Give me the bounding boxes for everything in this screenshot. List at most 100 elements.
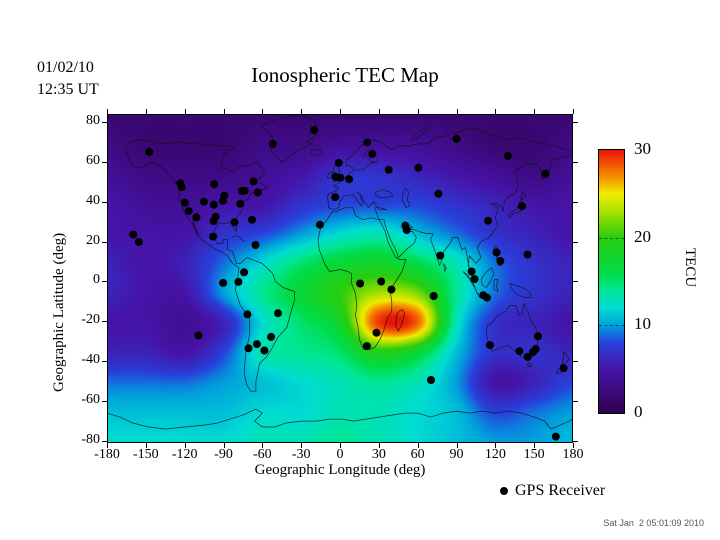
gps-receiver-marker — [184, 207, 193, 216]
gps-receiver-marker — [274, 309, 282, 318]
gps-receiver-marker — [496, 257, 505, 265]
coastline — [326, 127, 573, 280]
x-axis-label: Geographic Longitude (deg) — [254, 462, 426, 478]
coastline — [509, 283, 532, 298]
gps-receiver-marker — [252, 340, 261, 349]
gps-receiver-dot-icon — [500, 487, 508, 496]
gps-receiver-marker — [484, 216, 492, 225]
colorbar-unit-label: TECU — [682, 248, 698, 288]
y-tick-label: -20 — [81, 312, 100, 328]
coastline — [562, 351, 570, 364]
colorbar-tick-line — [599, 237, 624, 239]
x-tick-label: 0 — [336, 447, 344, 462]
gps-receiver-marker — [372, 328, 381, 337]
x-tick-label: -150 — [132, 447, 159, 462]
gps-receiver-marker — [209, 232, 218, 241]
x-tick-label: 150 — [523, 447, 545, 462]
gps-receiver-marker — [523, 352, 532, 361]
gps-receiver-marker — [429, 292, 438, 300]
gps-receiver-marker — [260, 346, 269, 355]
plot-frame — [107, 114, 573, 443]
gps-receiver-marker — [145, 147, 154, 156]
x-tick-label: 180 — [562, 447, 584, 462]
legend-label: GPS Receiver — [515, 482, 606, 499]
gps-receiver-marker — [236, 199, 245, 208]
x-tick-label: -180 — [94, 447, 120, 462]
y-tick-label: -60 — [81, 392, 100, 408]
coastline — [443, 263, 447, 272]
gps-receiver-marker — [483, 293, 491, 302]
gps-receiver-marker — [336, 173, 345, 182]
gps-receiver-marker — [177, 183, 186, 192]
gps-receiver-marker — [180, 198, 189, 207]
gps-receiver-marker — [210, 180, 219, 189]
gps-receiver-marker — [129, 230, 138, 239]
gps-receiver-marker — [531, 345, 540, 354]
observation-datetime: 01/02/10 12:35 UT — [37, 57, 99, 101]
y-tick-label: 60 — [86, 152, 100, 168]
coastline — [311, 149, 323, 157]
gps-receiver-marker — [315, 220, 324, 229]
gps-receiver-marker — [470, 275, 479, 284]
render-timestamp: Sat Jan 2 05:01:09 2010 — [603, 518, 704, 528]
colorbar-tick-label: 0 — [634, 402, 643, 421]
gps-receiver-marker — [268, 139, 277, 148]
coastline — [231, 235, 245, 242]
coastline — [401, 187, 411, 209]
coastline — [106, 408, 574, 430]
gps-receiver-marker — [267, 332, 276, 341]
gps-receiver-marker — [377, 277, 386, 286]
gps-receiver-marker — [243, 310, 252, 319]
coastline — [480, 267, 495, 288]
y-tick-label: 20 — [86, 232, 100, 248]
gps-receiver-marker — [523, 250, 532, 259]
gps-receiver-marker — [467, 267, 476, 276]
gps-receiver-marker — [492, 248, 501, 257]
tec-heatmap-canvas — [107, 114, 573, 443]
colorbar-tick-label: 30 — [634, 139, 651, 158]
gps-receiver-marker — [515, 347, 524, 356]
gps-receiver-marker — [414, 163, 423, 172]
gps-receiver-legend: GPS Receiver — [500, 482, 605, 500]
gps-receiver-marker — [249, 177, 258, 186]
coastline — [355, 149, 378, 171]
x-tick-label: 120 — [484, 447, 506, 462]
gps-receiver-marker — [209, 200, 218, 209]
gps-receiver-marker — [387, 285, 396, 294]
coastline — [410, 127, 430, 141]
gps-receiver-marker — [551, 432, 560, 441]
x-tick-label: -30 — [291, 447, 311, 462]
y-tick-label: -80 — [81, 432, 100, 447]
gps-receiver-marker — [384, 165, 393, 174]
coastline — [326, 171, 333, 179]
x-tick-label: -90 — [214, 447, 233, 462]
gps-receiver-marker — [559, 364, 568, 373]
gps-receiver-marker — [362, 342, 371, 351]
gps-receiver-marker — [356, 279, 365, 288]
colorbar-tick-label: 10 — [634, 314, 651, 334]
coastline — [317, 207, 407, 350]
gps-receiver-marker — [230, 218, 239, 227]
gps-receiver-marker — [363, 138, 372, 147]
x-tick-label: 60 — [410, 447, 425, 462]
colorbar — [598, 149, 625, 414]
coastline — [374, 189, 394, 199]
y-tick-label: 0 — [93, 272, 100, 288]
page-title: Ionospheric TEC Map — [251, 63, 439, 87]
coastline — [493, 279, 499, 292]
gps-receiver-marker — [244, 344, 253, 353]
gps-receiver-marker — [240, 268, 249, 277]
coastline — [260, 115, 319, 163]
gps-receiver-marker — [310, 126, 319, 134]
gps-receiver-marker — [211, 212, 220, 221]
gps-receiver-marker — [194, 331, 203, 340]
y-tick-label: 80 — [86, 112, 100, 128]
observation-date: 01/02/10 — [37, 59, 94, 76]
coastline — [527, 362, 532, 368]
coastline — [395, 309, 406, 332]
gps-receiver-marker — [503, 151, 512, 160]
x-tick-label: -60 — [252, 447, 272, 462]
gps-receiver-marker — [219, 278, 228, 287]
